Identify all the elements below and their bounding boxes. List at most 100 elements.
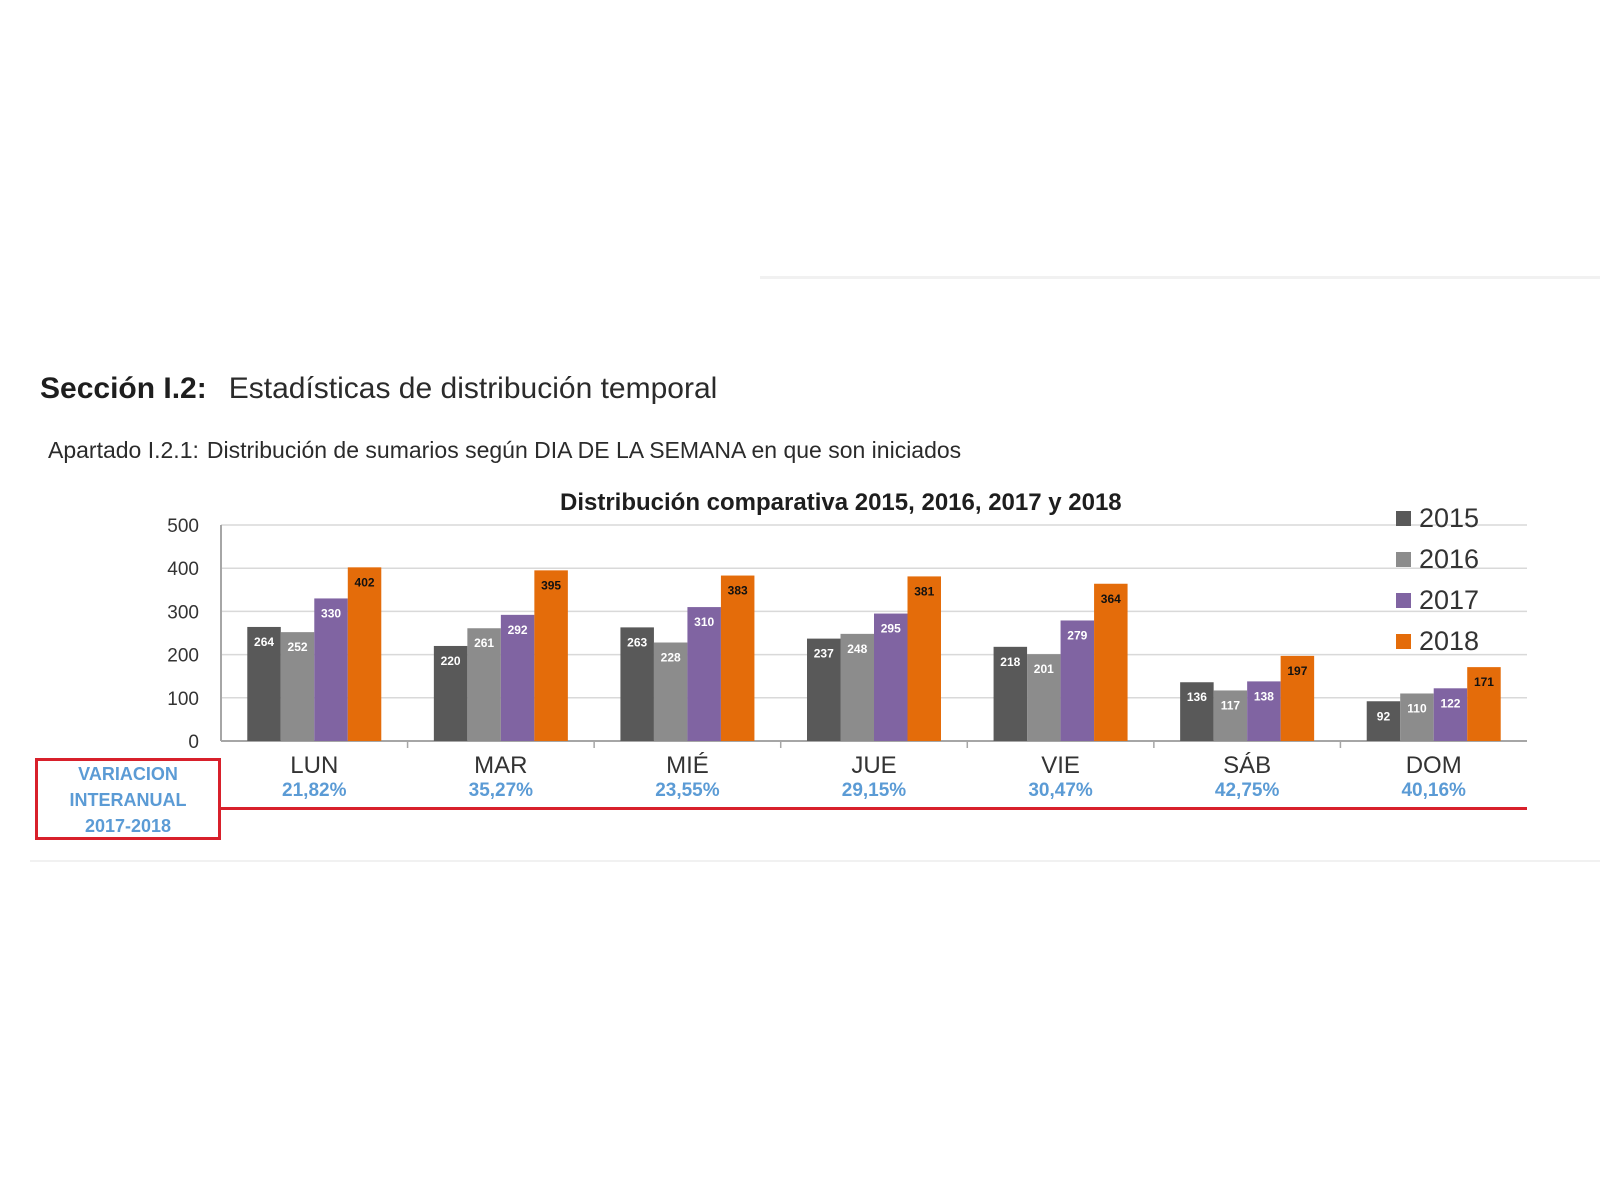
data-label: 364 bbox=[1101, 592, 1121, 606]
x-tick-label: LUN bbox=[290, 752, 338, 779]
bar-2018-LUN bbox=[347, 567, 382, 741]
data-label: 197 bbox=[1287, 664, 1307, 678]
legend-label: 2017 bbox=[1419, 585, 1480, 615]
data-label: 310 bbox=[694, 615, 714, 629]
chart-data-labels: 264 252 330 402 220 261 292 395 263 228 310 383 237 2… bbox=[254, 575, 1494, 723]
variation-value: 21,82% bbox=[282, 780, 347, 801]
data-label: 252 bbox=[288, 640, 308, 654]
data-label: 261 bbox=[474, 636, 494, 650]
subsection-title: Distribución de sumarios según DIA DE LA… bbox=[206, 437, 962, 463]
data-label: 228 bbox=[661, 651, 681, 665]
data-label: 295 bbox=[881, 622, 901, 636]
legend-label: 2015 bbox=[1419, 503, 1480, 533]
data-label: 138 bbox=[1254, 689, 1274, 703]
data-label: 117 bbox=[1221, 698, 1241, 712]
legend-item-2018: 2018 bbox=[1396, 621, 1479, 662]
variation-label-line1: VARIACION bbox=[78, 764, 178, 784]
legend-swatch bbox=[1396, 634, 1411, 649]
subsection-code: Apartado I.2.1: bbox=[48, 437, 199, 463]
bar-2015-SÁB bbox=[1180, 682, 1214, 741]
x-tick-label: DOM bbox=[1406, 752, 1462, 779]
bar-2016-SÁB bbox=[1213, 690, 1248, 741]
chart-title: Distribución comparativa 2015, 2016, 201… bbox=[560, 489, 1122, 516]
bar-2015-JUE bbox=[807, 638, 841, 741]
chart-legend: 2015 2016 2017 2018 bbox=[1396, 498, 1479, 662]
y-tick-label: 200 bbox=[167, 646, 199, 667]
x-tick-label: MIÉ bbox=[666, 752, 709, 779]
data-label: 110 bbox=[1407, 701, 1427, 715]
data-label: 402 bbox=[355, 575, 375, 589]
bottom-divider bbox=[30, 860, 1600, 862]
top-divider bbox=[760, 276, 1600, 279]
bar-2016-LUN bbox=[280, 632, 315, 741]
bar-2017-DOM bbox=[1433, 688, 1468, 741]
bar-2017-LUN bbox=[314, 598, 348, 741]
variation-label-line3: 2017-2018 bbox=[84, 816, 172, 836]
y-tick-label: 100 bbox=[167, 689, 199, 710]
bar-2015-DOM bbox=[1366, 701, 1401, 741]
y-tick-label: 300 bbox=[167, 602, 199, 623]
legend-label: 2018 bbox=[1419, 626, 1480, 656]
y-tick-label: 0 bbox=[188, 732, 199, 753]
data-label: 264 bbox=[254, 635, 274, 649]
legend-label: 2016 bbox=[1419, 544, 1480, 574]
data-label: 248 bbox=[847, 642, 867, 656]
data-label: 237 bbox=[814, 647, 834, 661]
bar-2017-MAR bbox=[500, 614, 535, 741]
variation-value: 29,15% bbox=[842, 780, 907, 801]
subsection-heading: Apartado I.2.1: Distribución de sumarios … bbox=[48, 437, 961, 464]
x-tick-label: JUE bbox=[851, 752, 896, 779]
variation-value: 42,75% bbox=[1215, 780, 1280, 801]
y-tick-label: 400 bbox=[167, 559, 199, 580]
bar-2018-MIÉ bbox=[720, 575, 755, 741]
data-label: 330 bbox=[321, 606, 341, 620]
legend-swatch bbox=[1396, 511, 1411, 526]
section-code: Sección I.2: bbox=[40, 372, 207, 405]
legend-item-2016: 2016 bbox=[1396, 539, 1479, 580]
bar-2016-MIÉ bbox=[653, 642, 688, 741]
bar-2018-SÁB bbox=[1280, 655, 1315, 741]
bar-2015-VIE bbox=[993, 646, 1028, 741]
section-heading: Sección I.2: Estadísticas de distribución… bbox=[40, 372, 717, 406]
bar-2016-JUE bbox=[840, 633, 874, 741]
section-title: Estadísticas de distribución temporal bbox=[228, 372, 718, 405]
x-tick-label: SÁB bbox=[1223, 752, 1271, 779]
chart-bars bbox=[247, 567, 1501, 741]
bar-2018-MAR bbox=[534, 570, 568, 741]
data-label: 171 bbox=[1474, 675, 1494, 689]
variation-value: 30,47% bbox=[1028, 780, 1093, 801]
x-tick-label: VIE bbox=[1041, 752, 1080, 779]
bar-2015-MIÉ bbox=[620, 627, 654, 741]
data-label: 220 bbox=[441, 654, 461, 668]
legend-swatch bbox=[1396, 593, 1411, 608]
bar-2016-DOM bbox=[1400, 693, 1434, 741]
data-label: 122 bbox=[1440, 696, 1460, 710]
legend-item-2017: 2017 bbox=[1396, 580, 1479, 621]
bar-2016-VIE bbox=[1027, 654, 1061, 741]
data-label: 263 bbox=[627, 635, 647, 649]
bar-2018-JUE bbox=[907, 576, 941, 741]
data-label: 395 bbox=[541, 578, 561, 592]
data-label: 201 bbox=[1034, 662, 1054, 676]
data-label: 383 bbox=[728, 584, 748, 598]
data-label: 292 bbox=[508, 623, 528, 637]
variation-value: 40,16% bbox=[1401, 780, 1466, 801]
data-label: 279 bbox=[1067, 628, 1087, 642]
bar-2018-DOM bbox=[1467, 667, 1501, 741]
bar-2017-MIÉ bbox=[687, 607, 721, 741]
data-label: 136 bbox=[1187, 690, 1207, 704]
variation-value: 35,27% bbox=[469, 780, 534, 801]
y-axis-ticks: 0 100 200 300 400 500 bbox=[167, 516, 199, 753]
data-label: 381 bbox=[914, 584, 934, 598]
bar-2015-LUN bbox=[247, 626, 281, 741]
bar-2017-SÁB bbox=[1247, 681, 1281, 741]
variation-value: 23,55% bbox=[655, 780, 720, 801]
bar-2016-MAR bbox=[467, 628, 501, 741]
variation-label-line2: INTERANUAL bbox=[69, 790, 187, 810]
variation-rule bbox=[221, 807, 1527, 810]
bar-2017-VIE bbox=[1060, 620, 1095, 741]
legend-swatch bbox=[1396, 552, 1411, 567]
y-tick-label: 500 bbox=[167, 516, 199, 537]
